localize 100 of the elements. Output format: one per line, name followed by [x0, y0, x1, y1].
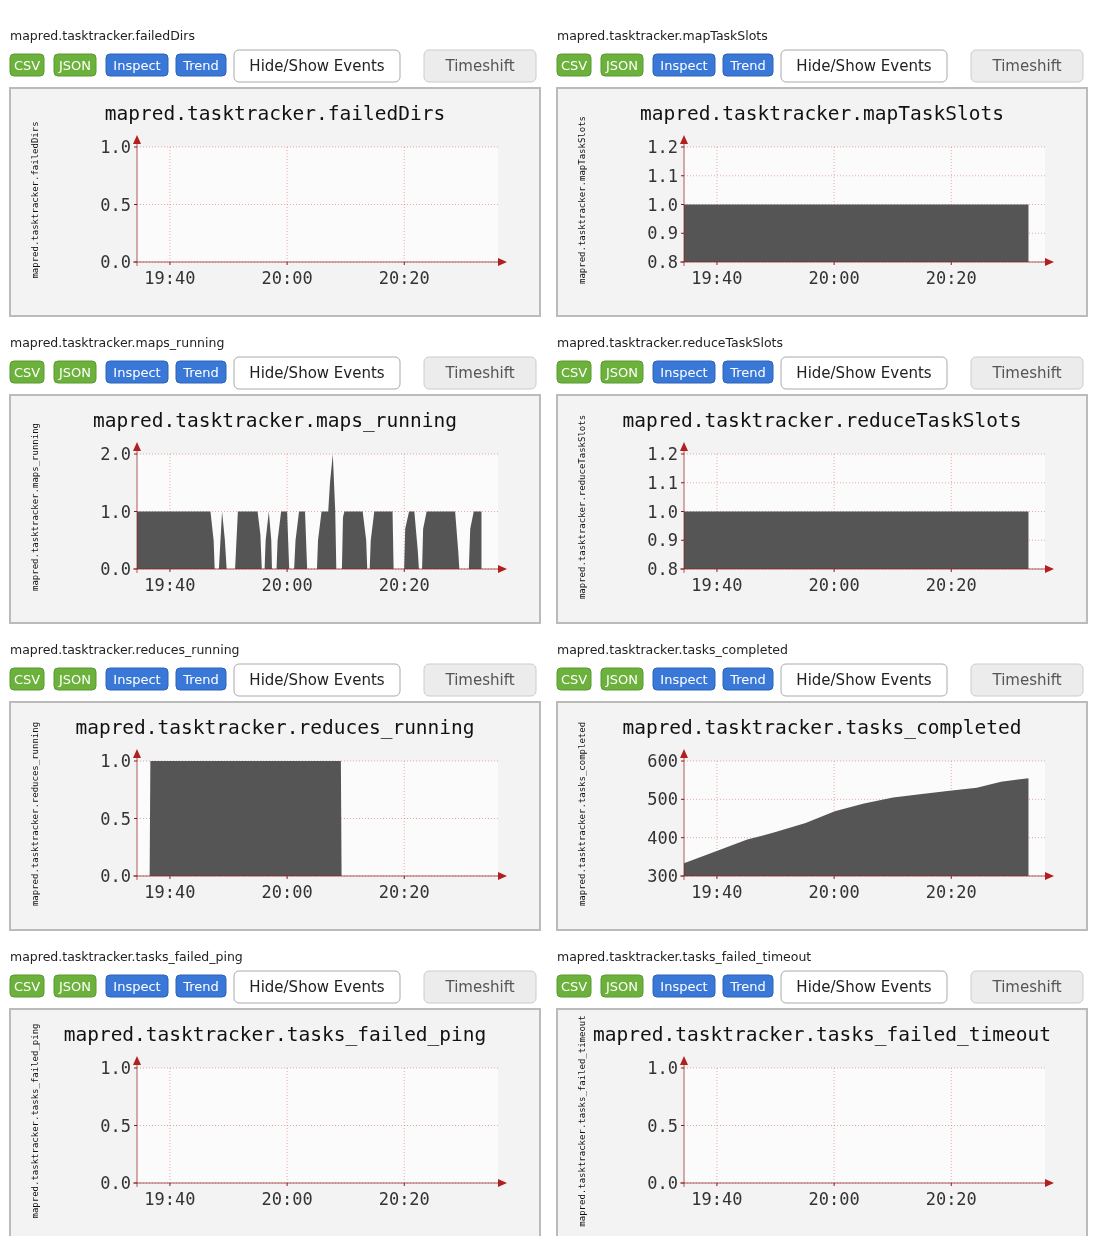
- y-axis-title: mapred.tasktracker.mapTaskSlots: [577, 116, 587, 284]
- y-tick-label: 0.5: [647, 1115, 678, 1136]
- text: Trend: [729, 979, 766, 994]
- text: Inspect: [660, 979, 708, 994]
- y-tick-label: 2.0: [100, 444, 131, 464]
- x-tick-label: 20:00: [261, 268, 313, 288]
- text: Timeshift: [991, 57, 1062, 75]
- y-tick-label: 1.0: [100, 501, 131, 522]
- text: Trend: [729, 672, 766, 687]
- x-tick-label: 19:40: [691, 1189, 743, 1209]
- y-tick-label: 600: [647, 751, 678, 771]
- y-axis-title: mapred.tasktracker.tasks_completed: [577, 721, 587, 907]
- y-axis-title: mapred.tasktracker.tasks_failed_ping: [30, 1023, 40, 1219]
- text: Timeshift: [444, 57, 515, 75]
- x-tick-label: 20:20: [925, 575, 977, 595]
- y-axis-title: mapred.tasktracker.tasks_failed_timeout: [577, 1015, 587, 1227]
- x-tick-label: 20:00: [261, 882, 313, 902]
- text: Inspect: [113, 979, 161, 994]
- y-tick-label: 0.0: [100, 866, 131, 886]
- text: Trend: [182, 979, 219, 994]
- text: Timeshift: [991, 978, 1062, 996]
- text: CSV: [13, 58, 41, 73]
- text: CSV: [560, 979, 588, 994]
- x-tick-label: 19:40: [691, 882, 743, 902]
- text: Hide/Show Events: [796, 364, 932, 382]
- text: CSV: [13, 672, 41, 687]
- text: Hide/Show Events: [796, 671, 932, 689]
- text: Hide/Show Events: [249, 978, 385, 996]
- chart-subtitle: mapred.tasktracker.maps_running: [10, 335, 225, 350]
- x-tick-label: 19:40: [144, 882, 196, 902]
- x-tick-label: 20:20: [378, 882, 430, 902]
- y-tick-label: 1.2: [647, 444, 678, 464]
- y-axis-title: mapred.tasktracker.reduceTaskSlots: [577, 414, 587, 600]
- x-tick-label: 20:00: [808, 1189, 860, 1209]
- y-tick-label: 0.8: [647, 559, 678, 579]
- x-tick-label: 19:40: [144, 1189, 196, 1209]
- text: Hide/Show Events: [796, 978, 932, 996]
- text: Hide/Show Events: [249, 364, 385, 382]
- chart-title: mapred.tasktracker.mapTaskSlots: [640, 102, 1004, 125]
- text: Hide/Show Events: [796, 57, 932, 75]
- text: CSV: [560, 58, 588, 73]
- y-tick-label: 1.1: [647, 165, 678, 186]
- x-tick-label: 19:40: [144, 575, 196, 595]
- chart-title: mapred.tasktracker.reduces_running: [75, 716, 475, 739]
- text: Timeshift: [991, 671, 1062, 689]
- y-tick-label: 0.0: [647, 1173, 678, 1193]
- text: JSON: [57, 672, 92, 687]
- y-tick-label: 1.0: [647, 194, 678, 215]
- y-tick-label: 300: [647, 866, 678, 886]
- text: Trend: [182, 672, 219, 687]
- text: Inspect: [113, 365, 161, 380]
- x-tick-label: 20:20: [925, 268, 977, 288]
- y-tick-label: 0.9: [647, 223, 678, 244]
- y-tick-label: 0.0: [100, 1173, 131, 1193]
- text: CSV: [560, 672, 588, 687]
- x-tick-label: 20:20: [378, 1189, 430, 1209]
- y-tick-label: 0.5: [100, 808, 131, 829]
- x-tick-label: 20:00: [808, 882, 860, 902]
- text: Timeshift: [444, 978, 515, 996]
- text: Trend: [729, 58, 766, 73]
- text: JSON: [604, 672, 639, 687]
- x-tick-label: 20:00: [261, 575, 313, 595]
- text: Timeshift: [444, 364, 515, 382]
- text: CSV: [13, 365, 41, 380]
- text: Trend: [729, 365, 766, 380]
- y-tick-label: 1.0: [100, 751, 131, 771]
- chart-subtitle: mapred.tasktracker.reduceTaskSlots: [557, 335, 783, 350]
- chart-subtitle: mapred.tasktracker.tasks_failed_ping: [10, 949, 243, 964]
- chart-subtitle: mapred.tasktracker.tasks_failed_timeout: [557, 949, 812, 964]
- text: CSV: [560, 365, 588, 380]
- chart-title: mapred.tasktracker.reduceTaskSlots: [622, 409, 1022, 432]
- text: Inspect: [660, 58, 708, 73]
- chart-subtitle: mapred.tasktracker.tasks_completed: [557, 642, 788, 657]
- y-tick-label: 1.0: [647, 1058, 678, 1078]
- x-tick-label: 19:40: [691, 268, 743, 288]
- y-tick-label: 500: [647, 789, 678, 810]
- chart-title: mapred.tasktracker.tasks_failed_timeout: [593, 1023, 1051, 1046]
- text: Inspect: [113, 672, 161, 687]
- y-tick-label: 0.0: [100, 252, 131, 272]
- y-tick-label: 1.0: [100, 1058, 131, 1078]
- text: Inspect: [113, 58, 161, 73]
- chart-subtitle: mapred.tasktracker.mapTaskSlots: [557, 28, 768, 43]
- y-axis-title: mapred.tasktracker.reduces_running: [30, 721, 40, 907]
- x-tick-label: 19:40: [691, 575, 743, 595]
- y-tick-label: 1.0: [100, 137, 131, 157]
- y-tick-label: 400: [647, 827, 678, 848]
- text: Hide/Show Events: [249, 57, 385, 75]
- x-tick-label: 20:20: [925, 882, 977, 902]
- x-tick-label: 20:20: [378, 268, 430, 288]
- x-tick-label: 19:40: [144, 268, 196, 288]
- chart-title: mapred.tasktracker.tasks_completed: [622, 716, 1022, 739]
- y-tick-label: 1.0: [647, 501, 678, 522]
- chart-subtitle: mapred.tasktracker.failedDirs: [10, 28, 195, 43]
- text: JSON: [57, 365, 92, 380]
- x-tick-label: 20:00: [808, 575, 860, 595]
- text: Trend: [182, 58, 219, 73]
- y-tick-label: 1.1: [647, 472, 678, 493]
- y-tick-label: 0.8: [647, 252, 678, 272]
- text: Inspect: [660, 365, 708, 380]
- y-tick-label: 0.9: [647, 530, 678, 551]
